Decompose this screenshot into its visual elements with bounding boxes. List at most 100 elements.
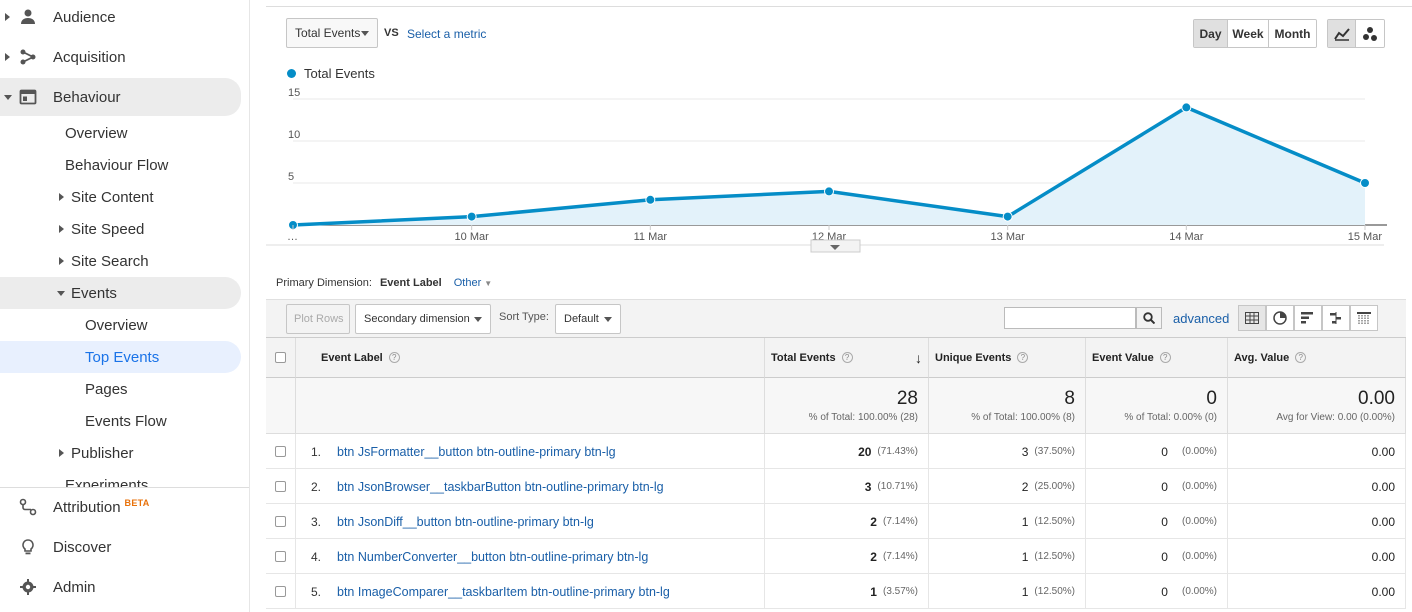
event-label-link[interactable]: btn JsFormatter__button btn-outline-prim… xyxy=(337,444,616,459)
avg-value-value: 0.00 xyxy=(1371,479,1395,494)
view-pivot-button[interactable] xyxy=(1350,305,1378,331)
sidebar-item-admin[interactable]: Admin xyxy=(0,571,241,603)
view-comparison-button[interactable] xyxy=(1322,305,1350,331)
avg-value-value: 0.00 xyxy=(1371,549,1395,564)
table-view-icon xyxy=(1245,312,1259,324)
select-metric-link[interactable]: Select a metric xyxy=(407,27,487,41)
event-value-percent: (0.00%) xyxy=(1181,446,1217,457)
table-search-input[interactable] xyxy=(1004,307,1136,329)
row-checkbox[interactable] xyxy=(275,516,286,527)
metric-select[interactable]: Total Events xyxy=(286,18,378,48)
dimension-other[interactable]: Other ▼ xyxy=(454,277,493,289)
column-header-event-label[interactable]: Event Label? xyxy=(296,338,765,378)
sidebar-item-attribution[interactable]: Attribution BETA xyxy=(0,491,241,523)
sidebar-item-label: Acquisition xyxy=(53,48,126,66)
event-label-link[interactable]: btn JsonDiff__button btn-outline-primary… xyxy=(337,514,594,529)
line-chart-button[interactable] xyxy=(1328,20,1356,47)
sidebar-item-site-content[interactable]: Site Content xyxy=(59,181,154,213)
total-events-cell: 20 (71.43%) xyxy=(765,434,929,469)
data-point xyxy=(824,186,834,197)
view-pie-button[interactable] xyxy=(1266,305,1294,331)
sidebar-item-site-search[interactable]: Site Search xyxy=(59,245,149,277)
avg-value-cell: 0.00 xyxy=(1228,539,1406,574)
chart-legend: Total Events xyxy=(304,66,375,81)
sidebar-item-top-events[interactable]: Top Events xyxy=(0,341,241,373)
period-day-button[interactable]: Day xyxy=(1194,20,1228,47)
x-tick-label: 14 Mar xyxy=(1169,231,1204,243)
select-all-cell xyxy=(266,338,296,378)
period-month-button[interactable]: Month xyxy=(1269,20,1316,47)
event-label-link[interactable]: btn NumberConverter__button btn-outline-… xyxy=(337,549,649,564)
help-icon[interactable]: ? xyxy=(1159,352,1171,363)
events-table: Event Label? Total Events? ↓ Unique Event… xyxy=(266,337,1406,609)
row-checkbox[interactable] xyxy=(275,586,286,597)
sidebar-nav[interactable]: Audience Acquisition Behaviour Overview … xyxy=(0,0,249,488)
total-events-percent: (71.43%) xyxy=(877,446,918,457)
sidebar-item-discover[interactable]: Discover xyxy=(0,531,241,563)
unique-events-percent: (25.00%) xyxy=(1034,481,1075,492)
sidebar-item-audience[interactable]: Audience xyxy=(0,1,241,33)
view-table-button[interactable] xyxy=(1238,305,1266,331)
period-week-button[interactable]: Week xyxy=(1228,20,1269,47)
view-performance-button[interactable] xyxy=(1294,305,1322,331)
chevron-down-icon xyxy=(604,317,612,322)
help-icon[interactable]: ? xyxy=(841,352,853,363)
person-icon xyxy=(21,9,35,24)
sidebar-item-events[interactable]: Events xyxy=(0,277,241,309)
event-label-link[interactable]: btn JsonBrowser__taskbarButton btn-outli… xyxy=(337,479,664,494)
help-icon[interactable]: ? xyxy=(388,352,400,363)
totals-value: 0 xyxy=(1206,388,1217,409)
event-label-link[interactable]: btn ImageComparer__taskbarItem btn-outli… xyxy=(337,584,670,599)
select-all-checkbox[interactable] xyxy=(275,352,286,363)
dimension-other-label: Other xyxy=(453,277,482,289)
column-header-unique-events[interactable]: Unique Events? xyxy=(929,338,1086,378)
motion-chart-button[interactable] xyxy=(1356,20,1384,47)
sidebar-item-events-flow[interactable]: Events Flow xyxy=(85,405,167,437)
column-header-total-events[interactable]: Total Events? ↓ xyxy=(765,338,929,378)
search-button[interactable] xyxy=(1136,307,1162,329)
table-row: 3. btn JsonDiff__button btn-outline-prim… xyxy=(266,504,1406,539)
sort-descending-icon: ↓ xyxy=(915,349,922,366)
sidebar-item-behaviour[interactable]: Behaviour xyxy=(0,78,241,116)
sidebar-item-pages[interactable]: Pages xyxy=(85,373,128,405)
row-checkbox[interactable] xyxy=(275,551,286,562)
avg-value-value: 0.00 xyxy=(1371,584,1395,599)
sidebar-item-label: Publisher xyxy=(71,444,134,462)
sidebar-item-publisher[interactable]: Publisher xyxy=(59,437,134,469)
unique-events-percent: (12.50%) xyxy=(1034,586,1075,597)
sidebar-item-overview[interactable]: Overview xyxy=(65,117,128,149)
unique-events-cell: 2 (25.00%) xyxy=(929,469,1086,504)
avg-value-cell: 0.00 xyxy=(1228,574,1406,609)
column-header-avg-value[interactable]: Avg. Value? xyxy=(1228,338,1406,378)
event-value-cell: 0 (0.00%) xyxy=(1086,539,1228,574)
plot-rows-button[interactable]: Plot Rows xyxy=(286,304,350,334)
help-icon[interactable]: ? xyxy=(1017,352,1029,363)
advanced-filter-link[interactable]: advanced xyxy=(1173,311,1230,326)
unique-events-cell: 3 (37.50%) xyxy=(929,434,1086,469)
sidebar-item-events-overview[interactable]: Overview xyxy=(85,309,148,341)
totals-subtext: % of Total: 100.00% (8) xyxy=(971,412,1075,423)
sort-type-select[interactable]: Default xyxy=(555,304,621,334)
help-icon[interactable]: ? xyxy=(1295,352,1307,363)
chevron-down-icon xyxy=(830,245,840,250)
row-checkbox[interactable] xyxy=(275,481,286,492)
table-row: 5. btn ImageComparer__taskbarItem btn-ou… xyxy=(266,574,1406,609)
attribution-label: Attribution xyxy=(53,498,121,516)
event-value-cell: 0 (0.00%) xyxy=(1086,434,1228,469)
dimension-event-label[interactable]: Event Label xyxy=(379,277,442,289)
total-events-value: 2 xyxy=(870,549,877,564)
lightbulb-icon xyxy=(22,539,34,555)
column-header-event-value[interactable]: Event Value? xyxy=(1086,338,1228,378)
primary-dimension-bar: Primary Dimension: Event Label Other ▼ xyxy=(276,277,492,289)
event-value-percent: (0.00%) xyxy=(1181,551,1217,562)
sidebar-item-behaviour-flow[interactable]: Behaviour Flow xyxy=(65,149,168,181)
unique-events-value: 3 xyxy=(1021,444,1029,459)
row-checkbox[interactable] xyxy=(275,446,286,457)
sidebar-item-acquisition[interactable]: Acquisition xyxy=(0,41,241,73)
pivot-icon xyxy=(1357,312,1371,324)
event-value-value: 0 xyxy=(1161,514,1168,529)
secondary-dimension-select[interactable]: Secondary dimension xyxy=(355,304,491,334)
sidebar-item-site-speed[interactable]: Site Speed xyxy=(59,213,144,245)
sidebar-item-experiments[interactable]: Experiments xyxy=(65,469,148,488)
